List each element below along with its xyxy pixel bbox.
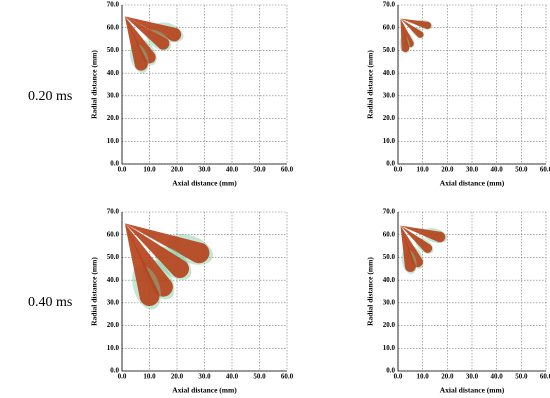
x-tick-label: 0.0	[118, 166, 127, 174]
y-tick-label: 0.0	[110, 160, 119, 168]
y-tick-label: 0.0	[110, 367, 119, 375]
x-tick-label: 40.0	[226, 166, 239, 174]
x-axis-title: Axial distance (mm)	[172, 179, 237, 188]
plume	[124, 16, 148, 71]
y-tick-label: 30.0	[107, 298, 120, 306]
x-tick-label: 30.0	[198, 373, 211, 381]
x-tick-label: 50.0	[515, 166, 528, 174]
plume	[400, 225, 416, 272]
axis-line	[121, 5, 287, 165]
x-tick-label: 50.0	[515, 373, 528, 381]
y-tick-label: 10.0	[383, 344, 396, 352]
plume	[124, 16, 156, 64]
y-tick-label: 20.0	[107, 321, 120, 329]
y-tick-label: 20.0	[383, 114, 396, 122]
y-axis-title: Radial distance (mm)	[90, 257, 99, 326]
y-axis-title: Radial distance (mm)	[366, 257, 375, 326]
y-tick-label: 70.0	[107, 208, 120, 216]
plume	[400, 18, 424, 38]
y-tick-label: 30.0	[383, 298, 396, 306]
y-axis-title: Radial distance (mm)	[366, 50, 375, 119]
y-tick-label: 50.0	[383, 253, 396, 261]
x-tick-label: 0.0	[118, 373, 127, 381]
plume	[400, 225, 423, 268]
y-tick-label: 40.0	[383, 69, 396, 77]
plume	[124, 223, 190, 279]
y-tick-label: 10.0	[107, 344, 120, 352]
x-tick-label: 10.0	[417, 166, 430, 174]
plume	[124, 223, 160, 307]
x-axis-title: Axial distance (mm)	[440, 386, 505, 395]
y-tick-label: 50.0	[107, 46, 120, 54]
x-tick-label: 50.0	[253, 373, 266, 381]
x-tick-label: 0.0	[394, 166, 403, 174]
x-tick-label: 20.0	[441, 373, 454, 381]
plume	[400, 18, 414, 48]
y-tick-label: 0.0	[386, 367, 395, 375]
y-tick-label: 50.0	[107, 253, 120, 261]
x-tick-label: 30.0	[466, 166, 479, 174]
x-tick-label: 60.0	[281, 166, 294, 174]
plume	[124, 16, 170, 50]
plume	[124, 16, 182, 42]
y-tick-label: 40.0	[383, 276, 396, 284]
x-tick-label: 60.0	[281, 373, 294, 381]
plume	[124, 223, 173, 297]
y-tick-label: 60.0	[107, 23, 120, 31]
plume	[400, 225, 446, 243]
row-label: 0.40 ms	[28, 295, 72, 310]
x-tick-label: 40.0	[491, 166, 504, 174]
y-axis-title: Radial distance (mm)	[90, 50, 99, 119]
x-tick-label: 60.0	[540, 373, 550, 381]
y-tick-label: 70.0	[107, 1, 120, 9]
x-tick-label: 10.0	[143, 373, 156, 381]
axis-line	[397, 5, 546, 165]
x-tick-label: 30.0	[466, 373, 479, 381]
y-tick-label: 30.0	[383, 91, 396, 99]
plume	[400, 18, 432, 30]
y-tick-label: 70.0	[383, 1, 396, 9]
y-tick-label: 10.0	[107, 137, 120, 145]
y-tick-label: 0.0	[386, 160, 395, 168]
y-tick-label: 60.0	[383, 230, 396, 238]
x-tick-label: 60.0	[540, 166, 550, 174]
x-tick-label: 30.0	[198, 166, 211, 174]
y-tick-label: 70.0	[383, 208, 396, 216]
x-tick-label: 20.0	[171, 166, 184, 174]
y-tick-label: 30.0	[107, 91, 120, 99]
plume	[124, 223, 210, 264]
x-tick-label: 20.0	[441, 166, 454, 174]
y-tick-label: 20.0	[107, 114, 120, 122]
x-axis-title: Axial distance (mm)	[440, 179, 505, 188]
y-tick-label: 40.0	[107, 69, 120, 77]
plume	[400, 225, 433, 253]
plume	[400, 18, 410, 53]
y-tick-label: 60.0	[107, 230, 120, 238]
row-label: 0.20 ms	[28, 89, 72, 104]
x-tick-label: 10.0	[417, 373, 430, 381]
x-tick-label: 50.0	[253, 166, 266, 174]
y-tick-label: 20.0	[383, 321, 396, 329]
axis-line	[121, 212, 287, 372]
y-tick-label: 40.0	[107, 276, 120, 284]
y-tick-label: 50.0	[383, 46, 396, 54]
y-tick-label: 10.0	[383, 137, 396, 145]
x-tick-label: 40.0	[491, 373, 504, 381]
x-tick-label: 40.0	[226, 373, 239, 381]
x-axis-title: Axial distance (mm)	[172, 386, 237, 395]
x-tick-label: 10.0	[143, 166, 156, 174]
x-tick-label: 20.0	[171, 373, 184, 381]
y-tick-label: 60.0	[383, 23, 396, 31]
x-tick-label: 0.0	[394, 373, 403, 381]
axis-line	[397, 212, 546, 372]
